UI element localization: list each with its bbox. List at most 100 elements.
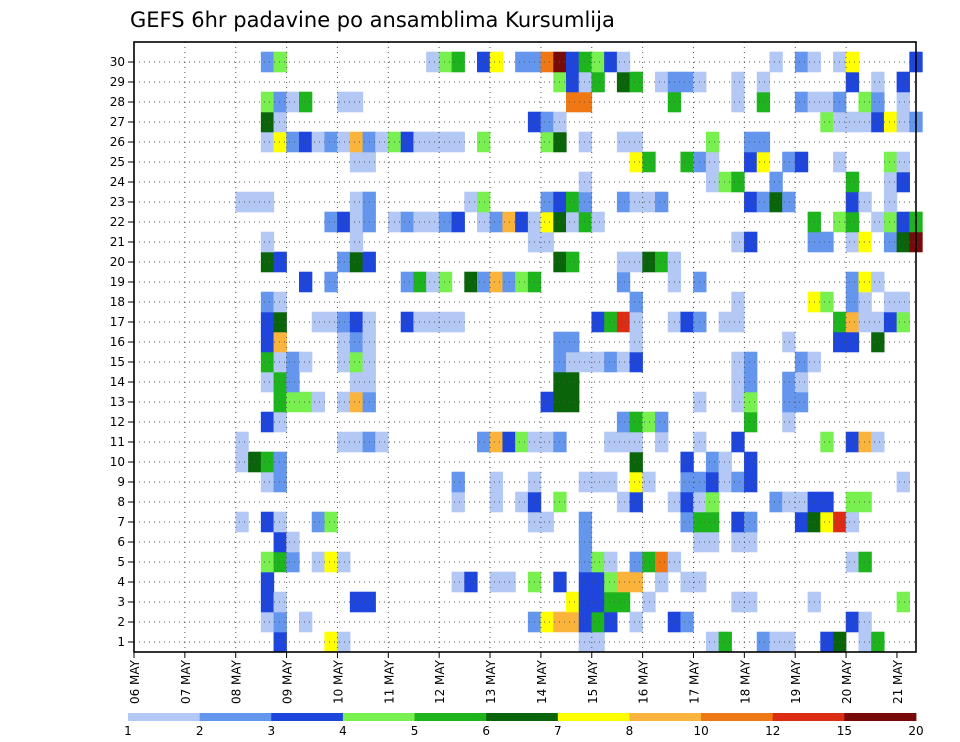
colorbar-swatch bbox=[557, 713, 630, 721]
x-tick-label: 09 MAY bbox=[281, 659, 295, 704]
precip-cell bbox=[629, 311, 643, 333]
precip-cell bbox=[820, 491, 834, 513]
colorbar-swatch bbox=[486, 713, 559, 721]
precip-cell bbox=[337, 311, 351, 333]
precip-cell bbox=[591, 611, 605, 633]
precip-cell bbox=[680, 151, 694, 173]
precip-cell bbox=[731, 531, 745, 553]
precip-cell bbox=[629, 251, 643, 273]
colorbar-label: 8 bbox=[626, 724, 634, 738]
precip-cell bbox=[260, 591, 275, 613]
precip-cell bbox=[299, 611, 313, 633]
precip-cell bbox=[883, 111, 898, 133]
precip-cell bbox=[756, 71, 771, 93]
precip-cell bbox=[591, 591, 605, 613]
colorbar-label: 7 bbox=[554, 724, 562, 738]
precip-cell bbox=[782, 391, 796, 413]
precip-cell bbox=[845, 211, 860, 233]
precip-cell bbox=[896, 311, 910, 333]
precip-cell bbox=[349, 211, 364, 233]
precip-cell bbox=[616, 191, 631, 213]
y-tick-label: 14 bbox=[110, 375, 125, 389]
precip-cell bbox=[273, 91, 287, 113]
precip-cell bbox=[400, 271, 415, 293]
precip-cell bbox=[477, 191, 491, 213]
precip-cell bbox=[349, 431, 364, 453]
precip-cell bbox=[349, 151, 364, 173]
colorbar-swatch bbox=[414, 713, 487, 721]
precip-cell bbox=[769, 491, 783, 513]
precip-cell bbox=[616, 491, 631, 513]
precip-cell bbox=[845, 71, 860, 93]
precip-cell bbox=[731, 351, 745, 373]
x-tick-label: 08 MAY bbox=[230, 659, 244, 704]
precip-cell bbox=[680, 571, 694, 593]
precip-cell bbox=[794, 511, 809, 533]
precip-cell bbox=[858, 291, 872, 313]
precip-cell bbox=[705, 631, 720, 653]
precip-cell bbox=[311, 511, 326, 533]
precip-cell bbox=[260, 251, 275, 273]
precip-cell bbox=[642, 191, 656, 213]
precip-cell bbox=[782, 331, 796, 353]
y-tick-label: 4 bbox=[117, 575, 125, 589]
precip-cell bbox=[896, 111, 910, 133]
precip-cell bbox=[337, 631, 351, 653]
colorbar-label: 2 bbox=[196, 724, 204, 738]
precip-cell bbox=[629, 331, 643, 353]
precip-cell bbox=[883, 171, 898, 193]
precip-cell bbox=[858, 551, 872, 573]
precip-cell bbox=[604, 611, 618, 633]
precip-cell bbox=[756, 91, 771, 113]
precip-cell bbox=[845, 311, 860, 333]
precip-cell bbox=[731, 71, 745, 93]
precip-cell bbox=[477, 271, 491, 293]
precip-cell bbox=[311, 551, 326, 573]
precip-cell bbox=[629, 471, 643, 493]
precip-cell bbox=[540, 111, 554, 133]
precip-cell bbox=[896, 291, 910, 313]
precip-cell bbox=[566, 251, 580, 273]
precip-cell bbox=[349, 311, 364, 333]
precip-cell bbox=[820, 511, 834, 533]
precip-cell bbox=[451, 471, 465, 493]
y-tick-label: 22 bbox=[110, 215, 125, 229]
precip-cell bbox=[705, 471, 720, 493]
precip-cell bbox=[794, 51, 809, 73]
precip-cell bbox=[616, 51, 631, 73]
precip-cell bbox=[718, 451, 732, 473]
precip-cell bbox=[845, 51, 860, 73]
precip-cell bbox=[604, 571, 618, 593]
precip-cell bbox=[845, 191, 860, 213]
precip-cell bbox=[349, 391, 364, 413]
precip-cell bbox=[845, 511, 860, 533]
precip-cell bbox=[260, 331, 275, 353]
precip-cell bbox=[782, 631, 796, 653]
y-tick-label: 21 bbox=[110, 235, 125, 249]
precip-cell bbox=[260, 91, 275, 113]
precip-cell bbox=[769, 191, 783, 213]
precip-cell bbox=[896, 171, 910, 193]
precip-cell bbox=[655, 571, 669, 593]
precip-cell bbox=[705, 511, 720, 533]
precip-cell bbox=[489, 211, 504, 233]
precip-cell bbox=[616, 271, 631, 293]
x-tick-label: 18 MAY bbox=[738, 659, 752, 704]
precip-cell bbox=[744, 391, 758, 413]
colorbar-swatch bbox=[199, 713, 272, 721]
precip-cell bbox=[616, 311, 631, 333]
precip-cell bbox=[337, 351, 351, 373]
precip-cell bbox=[566, 91, 580, 113]
y-tick-label: 24 bbox=[110, 175, 125, 189]
precip-cell bbox=[438, 51, 453, 73]
precip-cell bbox=[438, 131, 453, 153]
x-tick-label: 12 MAY bbox=[433, 659, 447, 704]
precip-cell bbox=[311, 131, 326, 153]
precip-cell bbox=[426, 211, 440, 233]
precip-cell bbox=[566, 351, 580, 373]
precip-cell bbox=[858, 91, 872, 113]
precip-cell bbox=[896, 591, 910, 613]
precip-cell bbox=[629, 551, 643, 573]
colorbar-label: 5 bbox=[411, 724, 419, 738]
precip-cell bbox=[871, 631, 885, 653]
